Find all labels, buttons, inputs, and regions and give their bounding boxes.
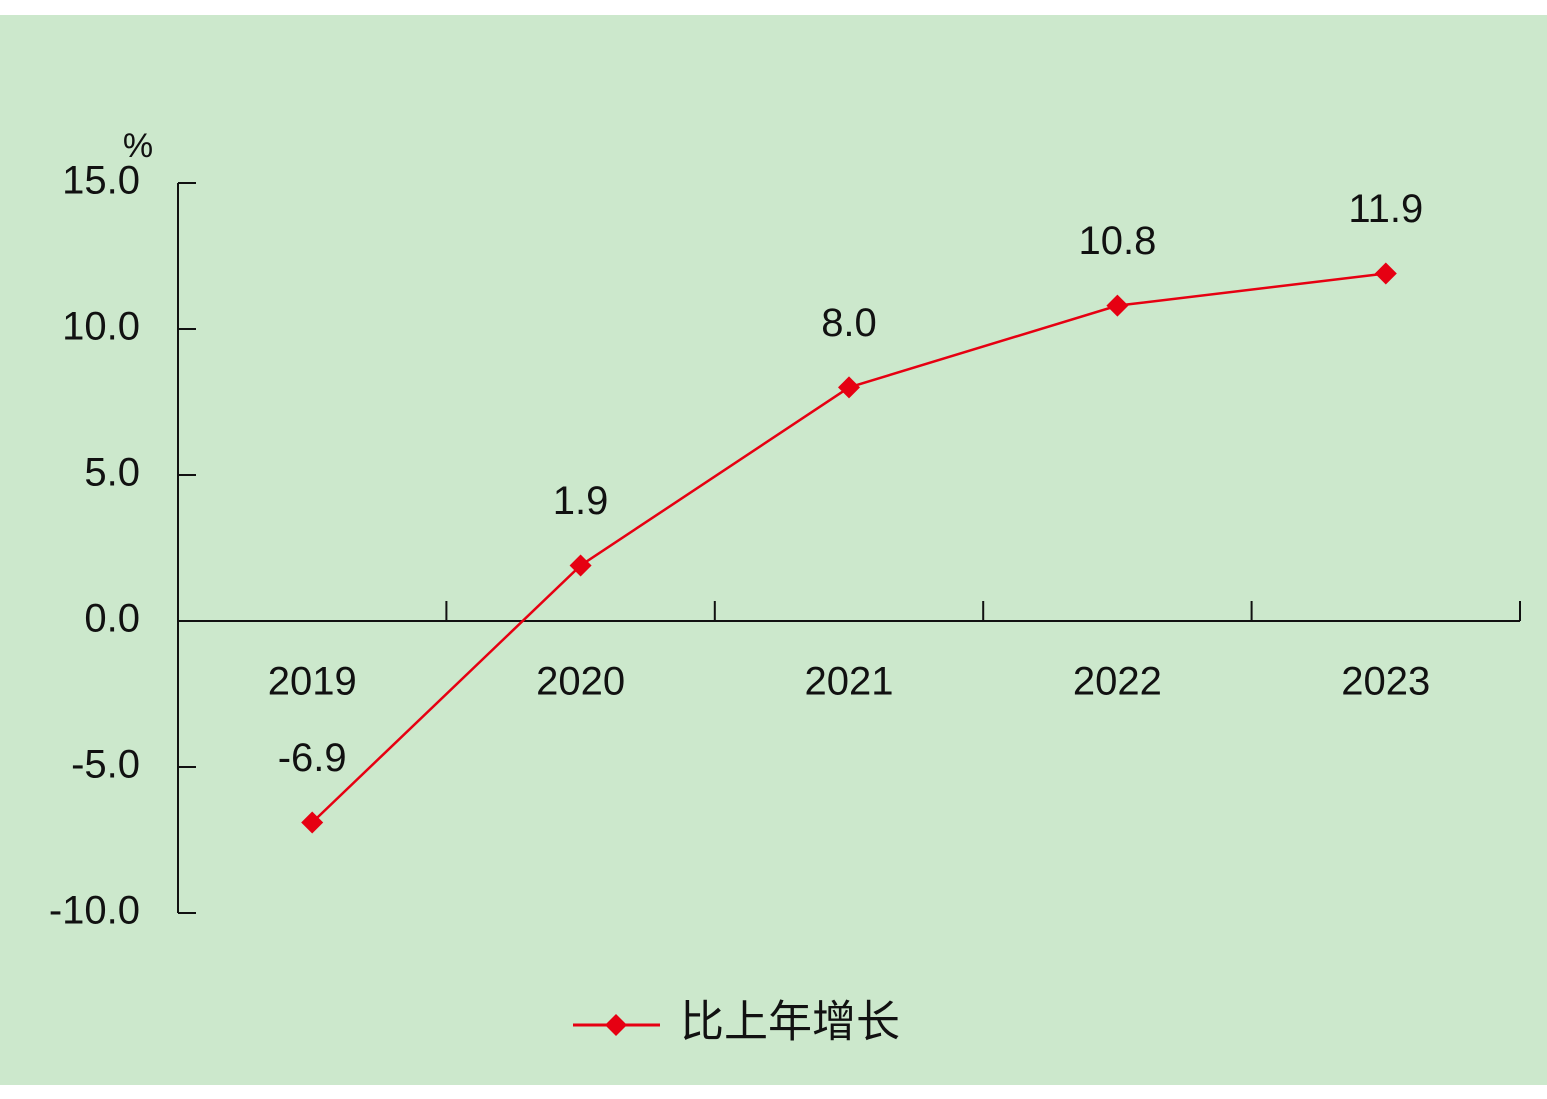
data-point (301, 811, 324, 834)
y-tick-label: -5.0 (71, 743, 140, 787)
x-tick-label: 2019 (268, 660, 357, 704)
legend-marker (605, 1014, 627, 1036)
y-tick-label: 10.0 (62, 305, 140, 349)
y-tick-label: 0.0 (84, 597, 140, 641)
y-axis-unit: % (123, 127, 153, 165)
data-point (1374, 262, 1397, 285)
data-label: 8.0 (821, 301, 877, 345)
data-label: 11.9 (1348, 187, 1423, 231)
data-point (569, 554, 592, 577)
data-point (838, 376, 860, 399)
chart-background (0, 15, 1547, 1085)
y-tick-label: 5.0 (84, 451, 140, 495)
x-tick-label: 2021 (805, 660, 894, 704)
legend-label: 比上年增长 (680, 998, 900, 1047)
x-tick-label: 2023 (1341, 660, 1430, 704)
y-tick-label: 15.0 (62, 159, 140, 203)
data-label: -6.9 (278, 736, 347, 780)
data-label: 1.9 (553, 479, 609, 523)
y-tick-label: -10.0 (49, 889, 140, 933)
data-point (1106, 294, 1129, 317)
x-tick-label: 2020 (536, 660, 625, 704)
data-label: 10.8 (1078, 219, 1156, 263)
x-tick-label: 2022 (1073, 660, 1162, 704)
